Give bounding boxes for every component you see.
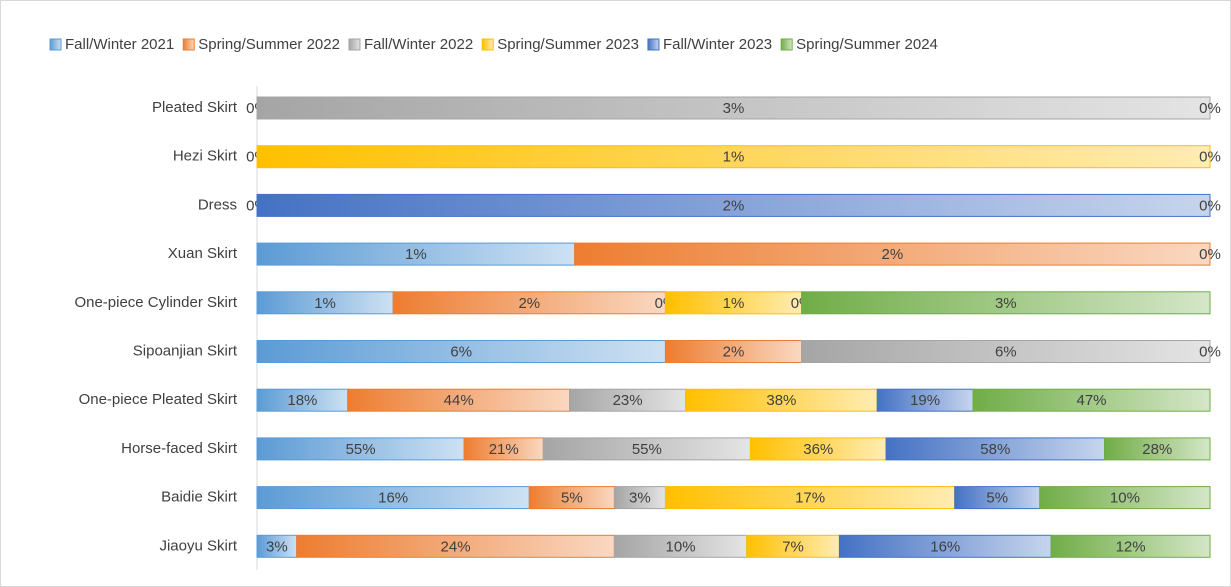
legend-label: Spring/Summer 2022 (198, 36, 340, 53)
data-label: 5% (986, 490, 1008, 507)
data-label: 47% (1076, 392, 1106, 409)
data-label: 0% (1199, 343, 1221, 360)
data-label: 38% (766, 392, 796, 409)
data-label: 16% (378, 490, 408, 507)
data-label: 10% (1110, 490, 1140, 507)
data-label: 23% (613, 392, 643, 409)
data-label: 2% (723, 343, 745, 360)
data-label: 24% (441, 538, 471, 555)
data-label: 1% (723, 149, 745, 166)
data-label: 58% (980, 441, 1010, 458)
bar-segment (1104, 437, 1211, 461)
data-label: 55% (346, 441, 376, 458)
data-label: 21% (489, 441, 519, 458)
bar-segment (574, 242, 1211, 266)
data-label: 7% (782, 538, 804, 555)
bar-segment (1039, 486, 1211, 510)
bar-segment (256, 145, 1211, 169)
legend-swatch (49, 38, 62, 51)
category-label: Hezi Skirt (173, 148, 238, 165)
data-label: 3% (266, 538, 288, 555)
data-label: 1% (723, 295, 745, 312)
category-label: One-piece Cylinder Skirt (74, 294, 237, 311)
data-label: 0% (1199, 246, 1221, 263)
data-label: 44% (444, 392, 474, 409)
data-label: 10% (666, 538, 696, 555)
data-label: 1% (405, 246, 427, 263)
data-label: 0% (1199, 149, 1221, 166)
category-label: Dress (198, 196, 237, 213)
data-label: 28% (1142, 441, 1172, 458)
data-label: 5% (561, 490, 583, 507)
data-label: 55% (632, 441, 662, 458)
data-label: 17% (795, 490, 825, 507)
data-label: 2% (723, 197, 745, 214)
category-label: Horse-faced Skirt (121, 440, 238, 457)
bar-segment (801, 291, 1211, 315)
bar-segment (972, 388, 1211, 412)
data-label: 6% (995, 343, 1017, 360)
data-label: 1% (314, 295, 336, 312)
data-label: 0% (1199, 100, 1221, 117)
legend-label: Spring/Summer 2023 (497, 36, 639, 53)
bar-segment (801, 340, 1211, 363)
legend-swatch (481, 38, 494, 51)
data-label: 36% (803, 441, 833, 458)
data-label: 2% (518, 295, 540, 312)
legend-swatch (647, 38, 660, 51)
data-label: 19% (910, 392, 940, 409)
data-label: 16% (930, 538, 960, 555)
legend-label: Fall/Winter 2022 (364, 36, 473, 53)
legend-label: Fall/Winter 2021 (65, 36, 174, 53)
legend-label: Fall/Winter 2023 (663, 36, 772, 53)
data-label: 6% (450, 343, 472, 360)
data-label: 3% (995, 295, 1017, 312)
category-label: One-piece Pleated Skirt (79, 391, 238, 408)
category-label: Xuan Skirt (168, 245, 238, 262)
legend-swatch (780, 38, 793, 51)
legend-label: Spring/Summer 2024 (796, 36, 938, 53)
data-label: 3% (629, 490, 651, 507)
data-label: 3% (723, 100, 745, 117)
data-label: 12% (1116, 538, 1146, 555)
category-label: Baidie Skirt (161, 489, 238, 506)
category-label: Jiaoyu Skirt (159, 537, 237, 554)
category-label: Sipoanjian Skirt (133, 342, 238, 359)
bar-segment (256, 96, 1211, 120)
data-label: 2% (881, 246, 903, 263)
bar-segment (1050, 534, 1211, 558)
category-label: Pleated Skirt (152, 99, 238, 116)
bar-segment (256, 193, 1211, 217)
data-label: 0% (1199, 197, 1221, 214)
data-label: 18% (287, 392, 317, 409)
legend-swatch (182, 38, 195, 51)
legend-swatch (348, 38, 361, 51)
